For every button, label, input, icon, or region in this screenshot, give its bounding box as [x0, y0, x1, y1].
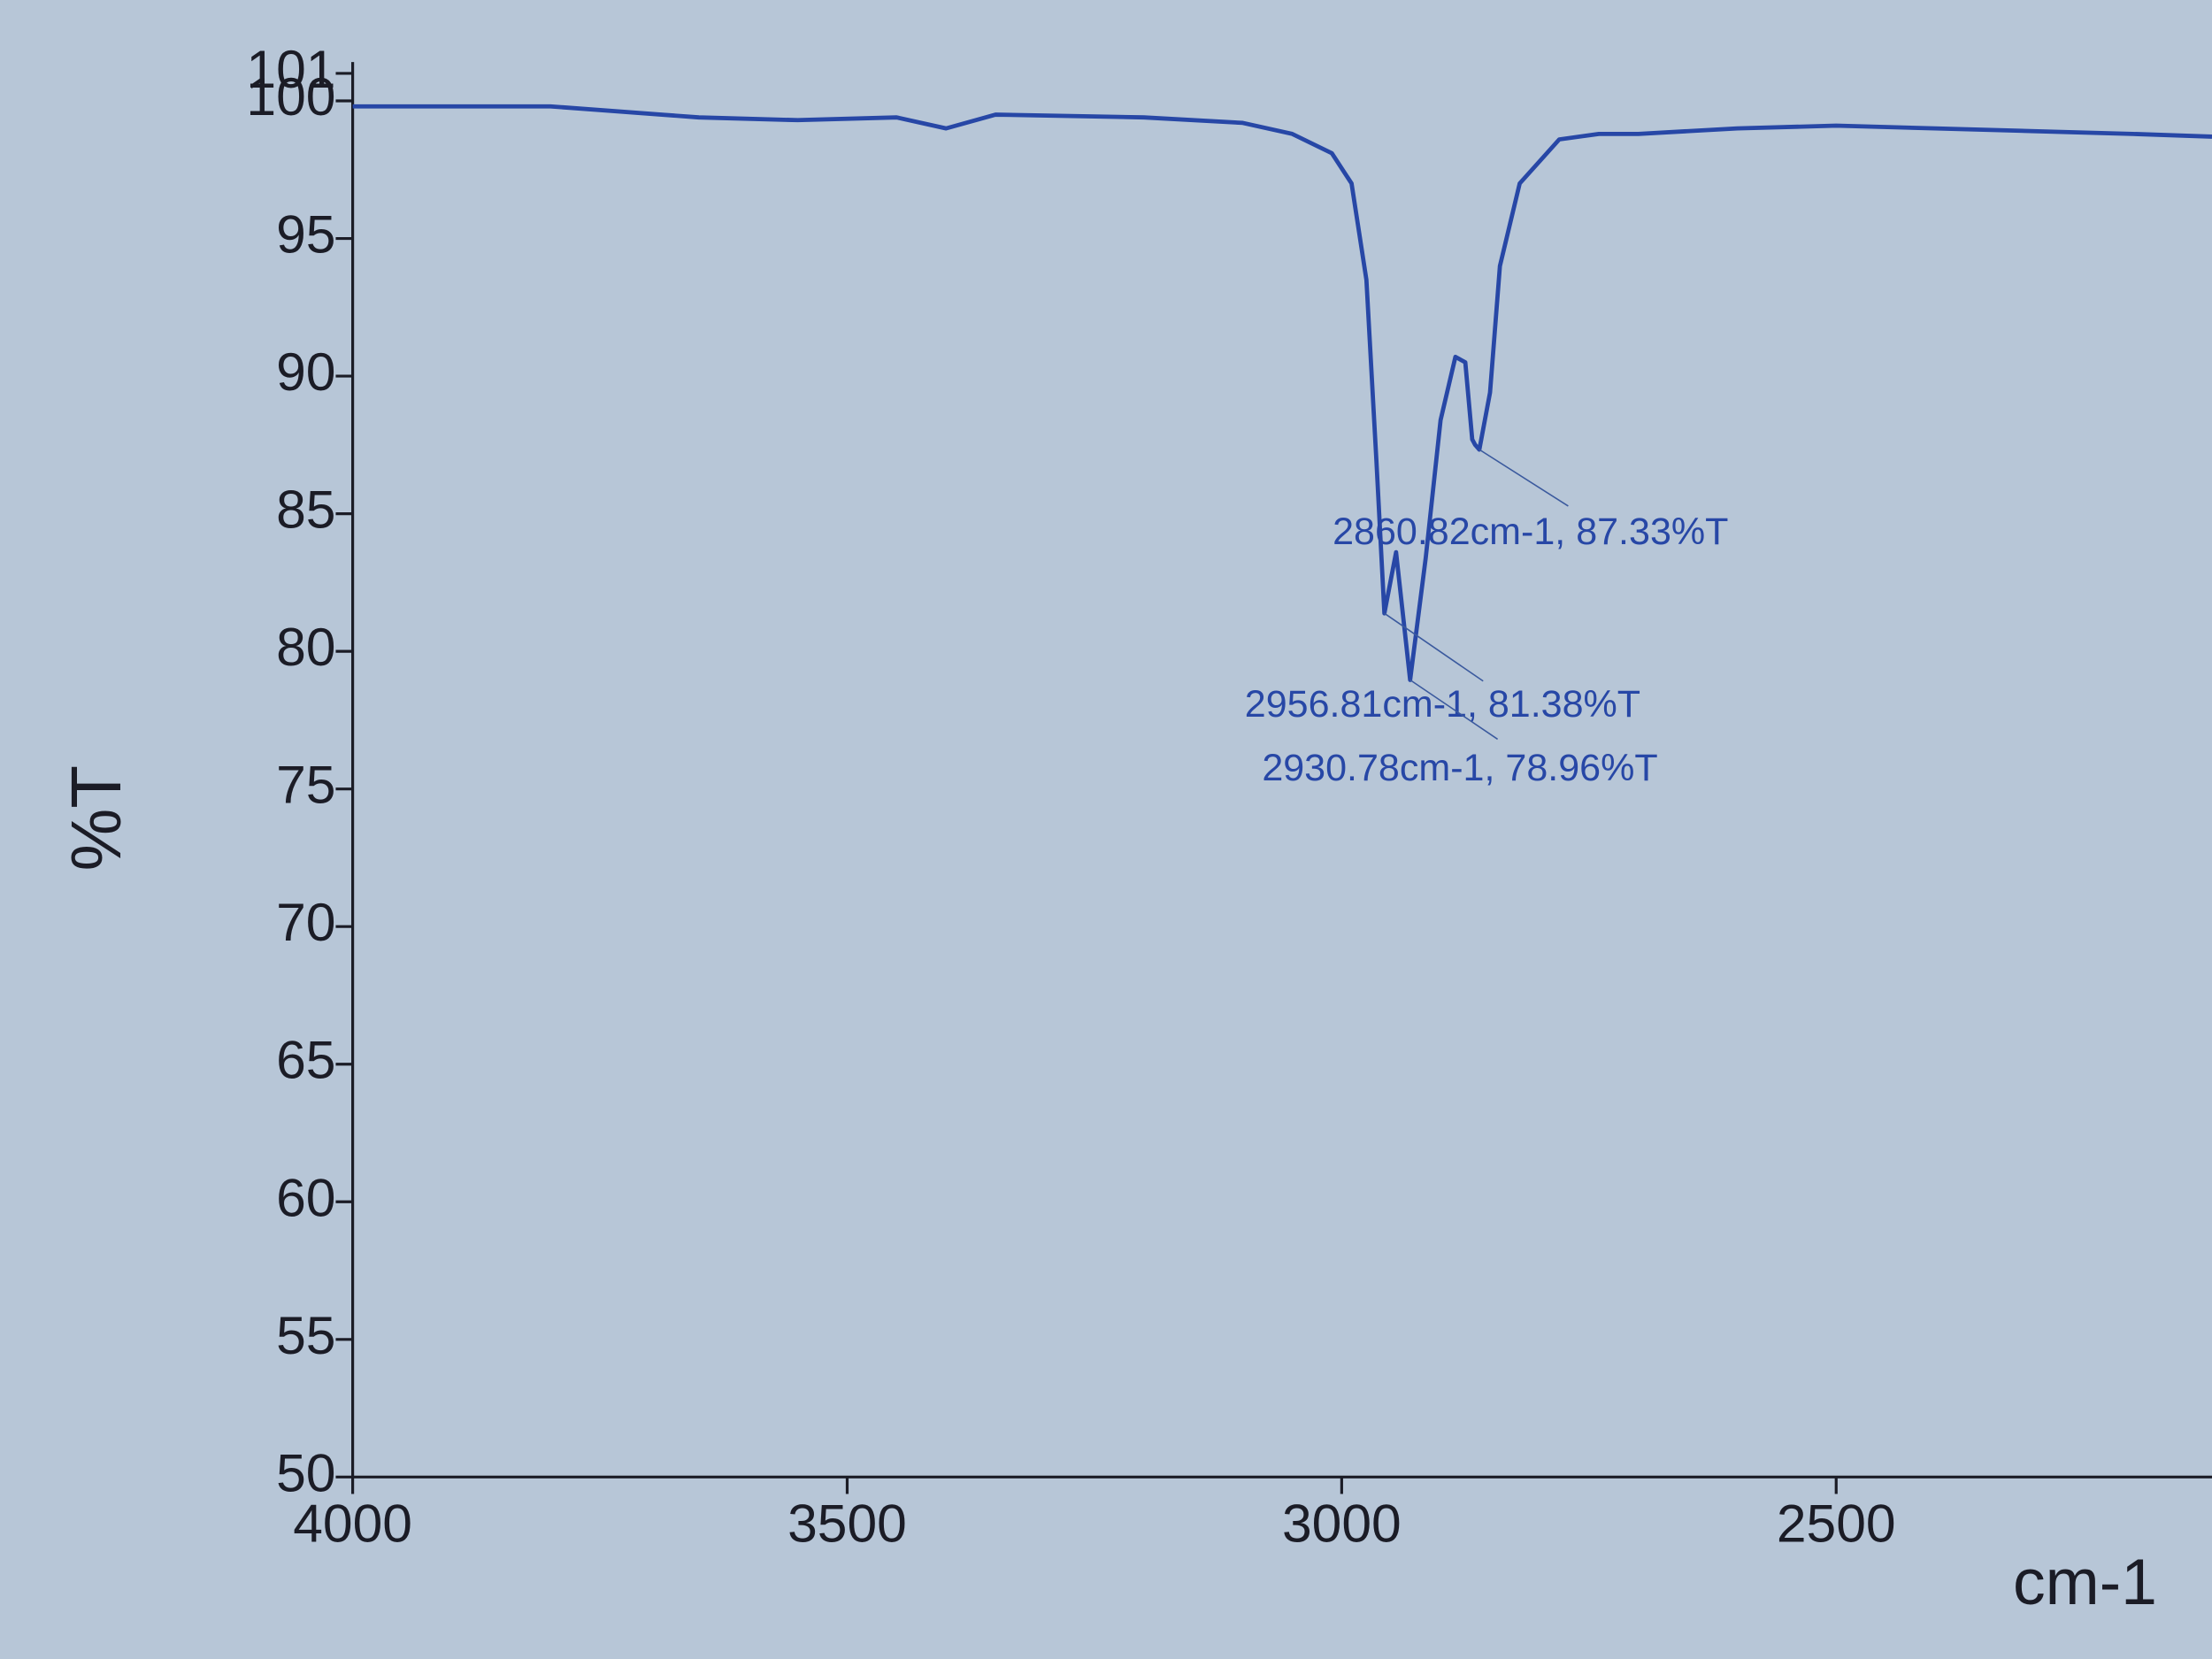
y-tick-label: 85 [276, 480, 335, 540]
peak-leader [1384, 612, 1484, 682]
x-tick-label: 4000 [293, 1494, 412, 1554]
peak-leader [1409, 679, 1499, 741]
y-tick-label: 101 [246, 39, 335, 99]
y-tick-label: 55 [276, 1305, 335, 1365]
x-tick-label: 2500 [1777, 1494, 1896, 1554]
y-tick-label: 60 [276, 1167, 335, 1227]
y-axis-title: %T [57, 765, 135, 872]
y-tick-label: 100 [246, 66, 335, 127]
x-axis-title: cm-1 [2013, 1546, 2157, 1618]
y-tick-label: 90 [276, 342, 335, 402]
peak-label: 2860.82cm-1, 87.33%T [1333, 511, 1728, 553]
peak-label: 2930.78cm-1, 78.96%T [1262, 747, 1657, 789]
peak-label: 2956.81cm-1, 81.38%T [1245, 683, 1640, 726]
y-tick-label: 70 [276, 892, 335, 952]
y-tick-label: 80 [276, 617, 335, 677]
y-tick-label: 75 [276, 755, 335, 815]
y-tick-label: 65 [276, 1030, 335, 1090]
peak-leader [1479, 449, 1569, 507]
x-tick-label: 3000 [1282, 1494, 1402, 1554]
x-tick-label: 3500 [787, 1494, 907, 1554]
y-tick-label: 95 [276, 204, 335, 265]
y-tick-label: 50 [276, 1442, 335, 1502]
spectrum-line [352, 104, 2212, 682]
